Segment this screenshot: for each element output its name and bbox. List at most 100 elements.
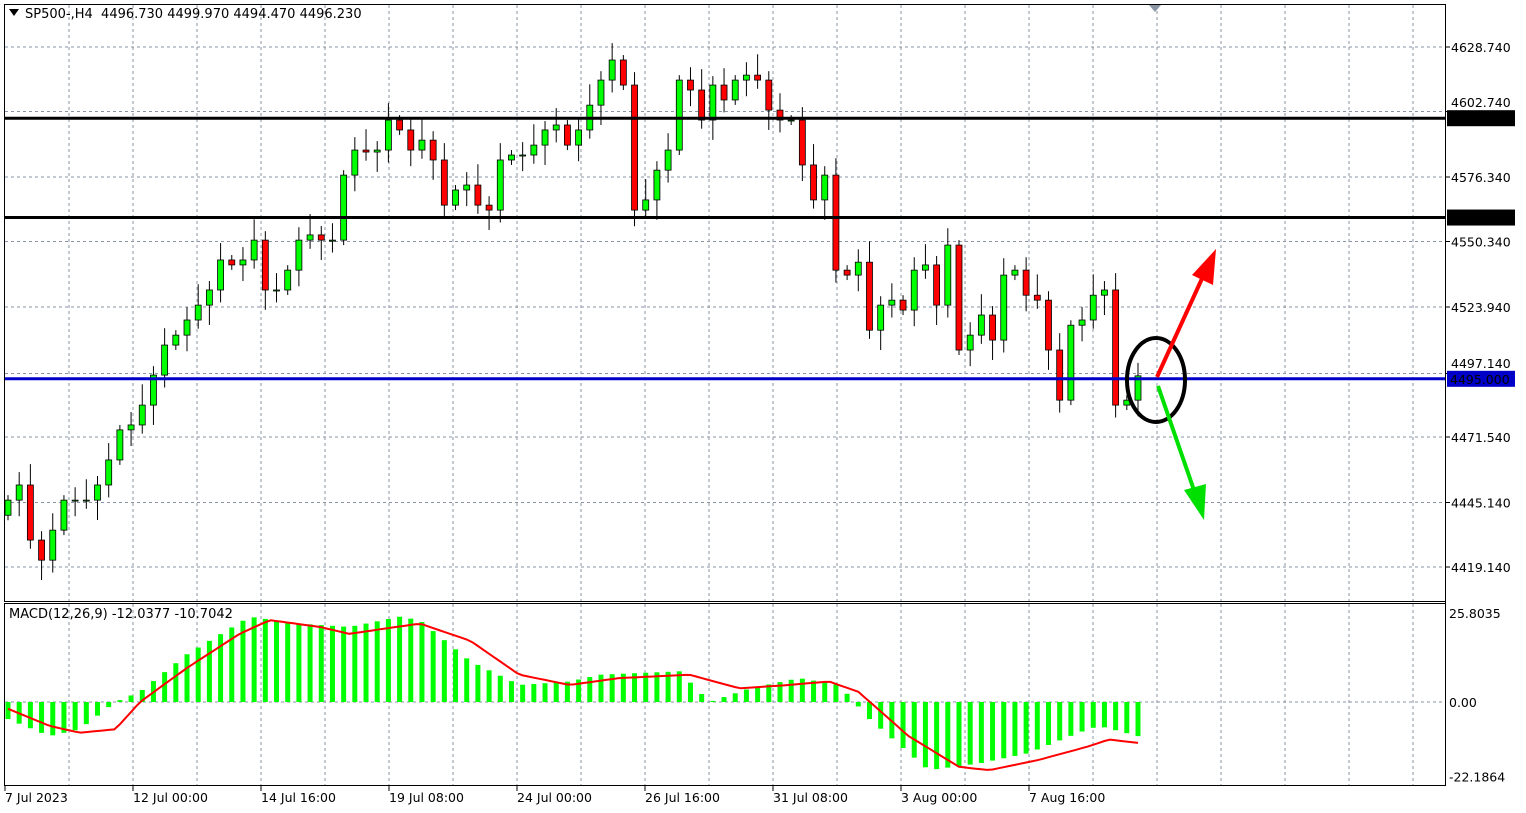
bear-candle: [989, 314, 996, 341]
macd-histogram-bar: [117, 700, 123, 702]
bear-candle: [317, 234, 325, 241]
bull-candle: [161, 344, 169, 376]
bull-candle: [82, 499, 90, 502]
macd-histogram-bar: [39, 702, 45, 733]
macd-histogram-bar: [95, 702, 101, 716]
arrow-up-icon: [1192, 249, 1216, 285]
bear-candle: [228, 259, 236, 266]
macd-histogram-bar: [1135, 702, 1141, 737]
macd-histogram-bar: [1057, 702, 1063, 741]
macd-y-tick-label: -22.1864: [1449, 770, 1505, 785]
macd-histogram-bar: [184, 654, 190, 702]
macd-histogram-bar: [687, 682, 693, 702]
bull-candle: [519, 154, 527, 157]
bear-candle: [899, 299, 907, 311]
bull-candle: [787, 119, 795, 122]
macd-histogram-bar: [441, 640, 447, 702]
bear-candle: [776, 109, 784, 121]
macd-histogram-bar: [576, 679, 582, 702]
macd-histogram-bar: [922, 702, 928, 768]
macd-histogram-bar: [83, 702, 89, 725]
price-level-label: 4495.000: [1450, 372, 1510, 387]
macd-histogram-bar: [329, 625, 335, 702]
macd-histogram-bar: [777, 682, 783, 702]
price-level-badge: [1447, 209, 1515, 226]
macd-histogram-bar: [139, 689, 145, 702]
bull-candle: [306, 234, 314, 241]
macd-histogram-bar: [1034, 702, 1040, 750]
macd-histogram-bar: [1023, 702, 1029, 754]
bull-candle: [194, 304, 202, 321]
bull-candle: [530, 144, 538, 156]
bull-candle: [1078, 319, 1086, 326]
macd-histogram-bar: [1101, 702, 1107, 728]
bull-candle: [205, 289, 213, 306]
macd-histogram-bar: [721, 697, 727, 702]
macd-histogram-bar: [1090, 702, 1096, 728]
macd-histogram-bar: [341, 626, 347, 702]
dropdown-triangle-icon[interactable]: [9, 9, 19, 16]
bear-candle: [396, 119, 403, 131]
macd-histogram-bar: [934, 702, 940, 770]
bear-candle: [1033, 294, 1041, 301]
bull-candle: [664, 149, 672, 171]
macd-histogram-bar: [240, 620, 246, 702]
bear-candle: [687, 79, 694, 91]
price-level-label: 4560.000: [1450, 211, 1510, 226]
macd-histogram-bar: [408, 618, 414, 702]
bear-candle: [564, 124, 571, 146]
y-tick-label: 4628.740: [1451, 40, 1511, 55]
bull-candle: [1101, 289, 1108, 296]
macd-histogram-bar: [956, 702, 962, 767]
ohlc-close: 4496.230: [299, 7, 362, 22]
x-tick-label: 7 Aug 16:00: [1029, 790, 1105, 805]
macd-histogram-bar: [710, 700, 716, 702]
ohlc-open: 4496.730: [101, 7, 164, 22]
bull-candle: [1011, 269, 1019, 276]
bull-candle: [496, 159, 504, 211]
bear-candle: [619, 59, 627, 86]
macd-label: MACD(12,26,9) -12.0377 -10.7042: [9, 607, 233, 622]
macd-histogram-bar: [811, 680, 817, 702]
macd-histogram-bar: [1068, 702, 1074, 736]
bear-candle: [720, 84, 728, 101]
bear-candle: [429, 139, 437, 161]
y-tick-label: 4497.140: [1451, 356, 1511, 371]
macd-histogram-bar: [1113, 702, 1119, 731]
macd-histogram-bar: [1079, 702, 1085, 732]
bull-candle: [138, 404, 146, 426]
bull-candle: [575, 129, 582, 146]
x-tick-label: 31 Jul 08:00: [773, 790, 848, 805]
price-level-label: 4600.039: [1450, 111, 1510, 126]
bull-candle: [1067, 324, 1075, 401]
macd-histogram-bar: [50, 702, 56, 736]
bear-candle: [933, 264, 941, 306]
bull-candle: [541, 129, 549, 146]
x-tick-label: 26 Jul 16:00: [645, 790, 720, 805]
macd-histogram-bar: [520, 684, 526, 702]
chart-title: SP500-,H4 4496.730 4499.970 4494.470 449…: [9, 7, 362, 22]
bull-candle: [351, 149, 359, 176]
bear-candle: [832, 174, 840, 271]
bull-candle: [183, 319, 191, 336]
bull-candle: [94, 484, 101, 501]
y-tick-label: 4576.340: [1451, 170, 1511, 185]
macd-histogram-bar: [318, 625, 324, 702]
macd-histogram-bar: [61, 702, 67, 733]
macd-histogram-bar: [173, 663, 179, 702]
macd-histogram-bar: [553, 682, 559, 702]
bull-candle: [150, 374, 157, 406]
bull-candle: [105, 459, 113, 486]
bull-candle: [340, 174, 348, 241]
macd-y-tick-label: 0.00: [1449, 695, 1477, 710]
bull-candle: [854, 261, 862, 276]
macd-y-tick-label: 25.8035: [1449, 606, 1501, 621]
bear-candle: [440, 159, 448, 206]
macd-histogram-bar: [307, 624, 313, 702]
bull-candle: [172, 334, 180, 346]
macd-histogram-bar: [397, 616, 403, 702]
bull-candle: [250, 239, 258, 261]
bear-candle: [26, 484, 34, 541]
macd-histogram-bar: [374, 621, 380, 702]
